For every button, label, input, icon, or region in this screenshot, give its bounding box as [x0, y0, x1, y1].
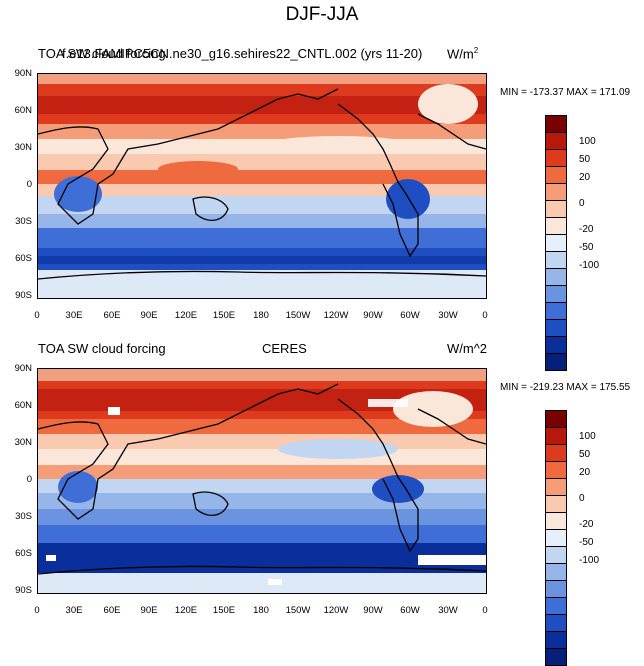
colorbar-box	[545, 563, 567, 580]
lon-label: 60E	[103, 310, 121, 321]
colorbar-box	[545, 200, 567, 217]
colorbar-box	[545, 495, 567, 512]
lon-label: 0	[482, 310, 488, 321]
colorbar-box	[545, 183, 567, 200]
colorbar-box	[545, 166, 567, 183]
colorbar-box	[545, 251, 567, 268]
lon-label: 0	[34, 310, 40, 321]
lon-label: 180	[253, 605, 269, 616]
lon-label: 90W	[363, 310, 383, 321]
colorbar-box	[545, 285, 567, 302]
colorbar-label: -50	[579, 242, 594, 253]
colorbar-box	[545, 410, 567, 427]
lat-label: 90S	[15, 290, 32, 301]
lon-label: 180	[253, 310, 269, 321]
lon-label: 30W	[438, 605, 458, 616]
colorbar-label: 0	[579, 198, 585, 209]
colorbar-box	[545, 353, 567, 371]
colorbar-box	[545, 336, 567, 353]
map-plot	[37, 368, 487, 594]
minmax-text: MIN = -219.23 MAX = 175.55	[500, 382, 631, 393]
lat-label: 30N	[14, 437, 32, 448]
lon-label: 30W	[438, 310, 458, 321]
lon-label: 90W	[363, 605, 383, 616]
colorbar-label: 20	[579, 172, 591, 183]
colorbar-box	[545, 427, 567, 444]
colorbar-box	[545, 580, 567, 597]
lon-label: 150E	[212, 310, 236, 321]
colorbar-label: 100	[579, 136, 596, 147]
lon-label: 120W	[323, 605, 349, 616]
lon-label: 60W	[400, 310, 420, 321]
colorbar-box	[545, 132, 567, 149]
minmax-text: MIN = -173.37 MAX = 171.09	[500, 87, 631, 98]
lon-label: 120E	[174, 605, 198, 616]
lat-label: 0	[26, 179, 32, 190]
case-string: f.e13.FAMIPC5CN.ne30_g16.sehires22_CNTL.…	[62, 46, 423, 61]
colorbar-label: -100	[579, 555, 600, 566]
lon-label: 90E	[140, 310, 158, 321]
colorbar-box	[545, 234, 567, 251]
colorbar-box	[545, 268, 567, 285]
lon-label: 0	[482, 605, 488, 616]
colorbar-box	[545, 614, 567, 631]
colorbar-box	[545, 217, 567, 234]
lat-label: 60S	[15, 548, 32, 559]
units-string: W/m2	[447, 46, 479, 62]
figure-title: DJF-JJA	[285, 4, 359, 25]
colorbar-box	[545, 546, 567, 563]
colorbar-box	[545, 319, 567, 336]
colorbar-box	[545, 149, 567, 166]
lat-label: 90N	[14, 68, 32, 79]
lat-label: 60N	[14, 105, 32, 116]
left-string: TOA SW cloud forcing	[38, 341, 166, 356]
colorbar-label: 0	[579, 493, 585, 504]
obs-map-panel: TOA SW cloud forcing CERES W/m^2 MIN = -…	[0, 335, 644, 666]
lat-label: 30S	[15, 216, 32, 227]
colorbar-box	[545, 302, 567, 319]
lon-label: 60W	[400, 605, 420, 616]
colorbar-box	[545, 512, 567, 529]
lon-label: 60E	[103, 605, 121, 616]
colorbar-box	[545, 529, 567, 546]
lon-label: 120W	[323, 310, 349, 321]
lat-label: 60N	[14, 400, 32, 411]
lon-label: 120E	[174, 310, 198, 321]
model-map-panel: TOA SW cloud forcing f.e13.FAMIPC5CN.ne3…	[0, 40, 644, 371]
lon-label: 0	[34, 605, 40, 616]
colorbar	[545, 410, 567, 666]
left-string: TOA SW cloud forcing	[38, 46, 166, 61]
colorbar-label: 100	[579, 431, 596, 442]
colorbar-box	[545, 631, 567, 648]
lon-label: 150W	[285, 310, 311, 321]
lat-label: 90S	[15, 585, 32, 596]
colorbar	[545, 115, 567, 371]
colorbar-box	[545, 478, 567, 495]
colorbar-label: -100	[579, 260, 600, 271]
lat-label: 30N	[14, 142, 32, 153]
center-string: CERES	[262, 341, 307, 356]
lon-label: 30E	[65, 310, 83, 321]
colorbar-label: 20	[579, 467, 591, 478]
lat-label: 30S	[15, 511, 32, 522]
lat-label: 60S	[15, 253, 32, 264]
colorbar-label: 50	[579, 449, 591, 460]
map-plot	[37, 73, 487, 299]
lon-label: 150W	[285, 605, 311, 616]
lat-label: 0	[26, 474, 32, 485]
colorbar-box	[545, 444, 567, 461]
units-string: W/m^2	[447, 341, 488, 356]
colorbar-label: -20	[579, 224, 594, 235]
colorbar-box	[545, 648, 567, 666]
colorbar-label: -50	[579, 537, 594, 548]
lon-label: 150E	[212, 605, 236, 616]
colorbar-box	[545, 115, 567, 132]
lat-label: 90N	[14, 363, 32, 374]
colorbar-label: 50	[579, 154, 591, 165]
colorbar-label: -20	[579, 519, 594, 530]
colorbar-box	[545, 461, 567, 478]
lon-label: 90E	[140, 605, 158, 616]
colorbar-box	[545, 597, 567, 614]
lon-label: 30E	[65, 605, 83, 616]
